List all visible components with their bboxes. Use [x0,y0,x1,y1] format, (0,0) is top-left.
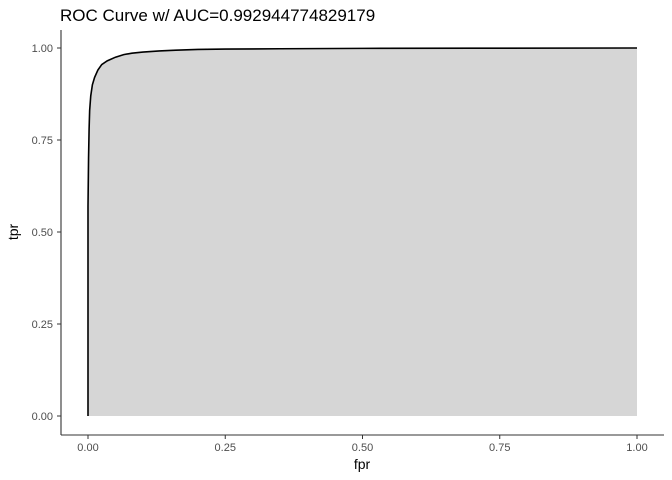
x-tick-label: 0.00 [77,442,98,454]
y-ticks: 0.00 0.25 0.50 0.75 1.00 [32,43,61,423]
x-tick-label: 0.50 [352,442,373,454]
plot-area [87,47,638,416]
area-fill [88,48,637,416]
x-axis-label: fpr [354,456,371,472]
y-tick-label: 0.75 [32,135,53,147]
roc-line [87,47,638,416]
x-tick-label: 0.25 [215,442,236,454]
x-tick-label: 0.75 [489,442,510,454]
y-tick-label: 1.00 [32,43,53,55]
y-tick-label: 0.00 [32,411,53,423]
y-tick-label: 0.25 [32,319,53,331]
y-axis-label: tpr [5,223,21,240]
x-tick-label: 1.00 [626,442,647,454]
chart-title: ROC Curve w/ AUC=0.992944774829179 [60,6,375,25]
y-tick-label: 0.50 [32,227,53,239]
x-ticks: 0.00 0.25 0.50 0.75 1.00 [77,435,648,454]
